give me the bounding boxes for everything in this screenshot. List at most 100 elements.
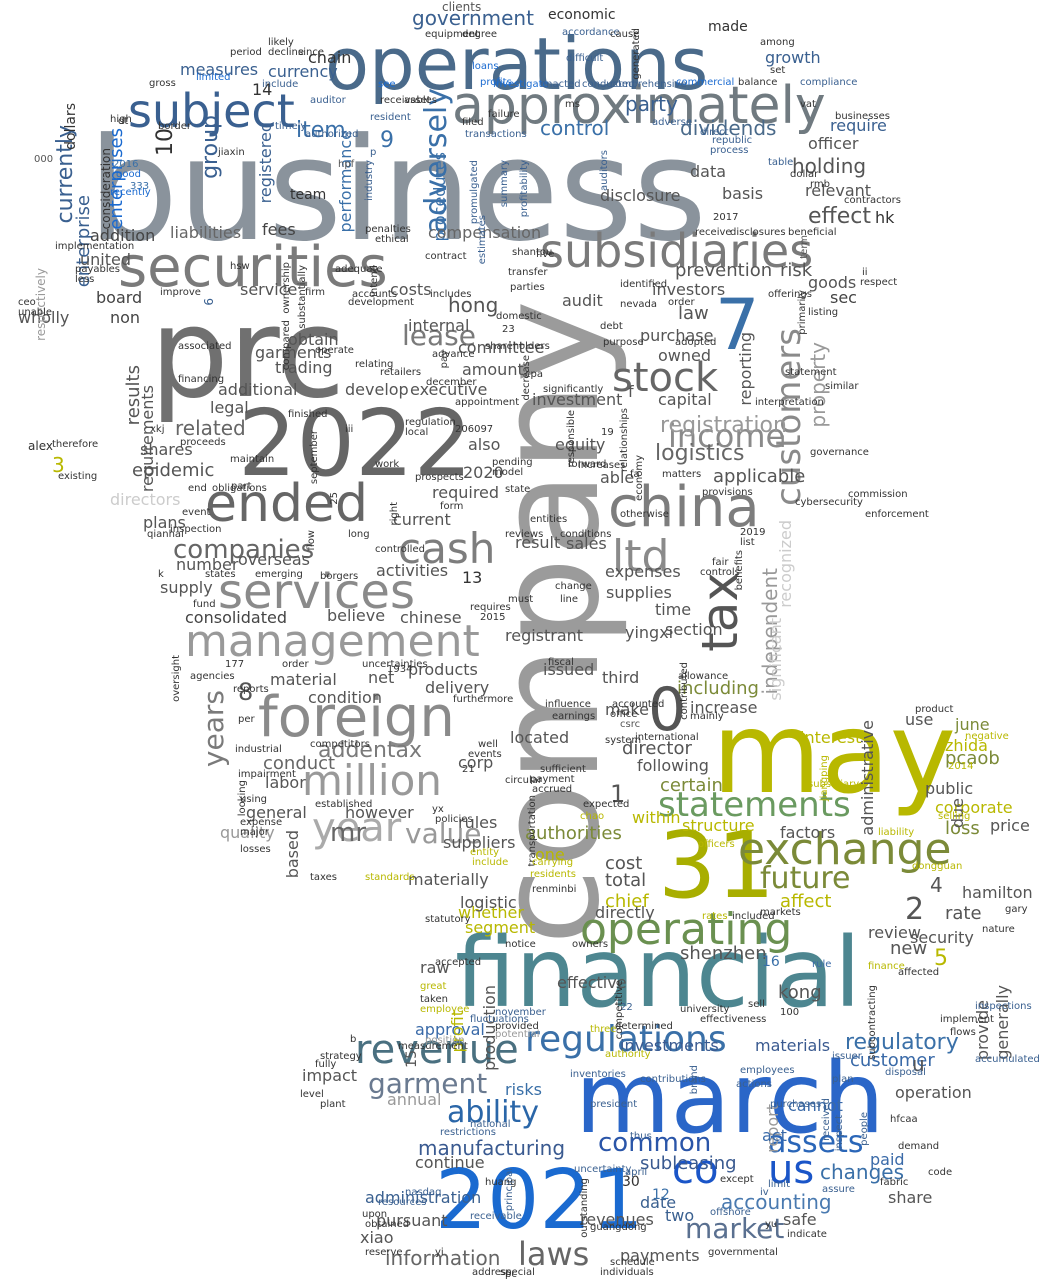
word-356: purpose — [603, 337, 644, 348]
word-110: capital — [658, 390, 712, 409]
word-178: review — [868, 923, 921, 942]
word-430: line — [560, 594, 579, 605]
word-355: debt — [600, 321, 623, 332]
word-262: high — [110, 114, 132, 125]
word-40: manufacturing — [418, 1136, 566, 1160]
word-212: pursuant — [376, 1211, 448, 1230]
word-16: services — [218, 564, 415, 620]
word-73: officer — [808, 134, 859, 153]
word-410: otherwise — [620, 509, 669, 520]
word-249: 30 — [622, 1174, 640, 1190]
word-32: co — [672, 1147, 719, 1193]
word-317: p — [370, 147, 377, 158]
word-160: director — [622, 738, 692, 759]
word-301: resident — [370, 112, 411, 123]
word-22: revenue — [355, 1027, 519, 1073]
word-369: retailers — [380, 367, 422, 378]
word-268: period — [230, 47, 262, 58]
word-561: november — [495, 1007, 546, 1018]
word-479: taxes — [310, 872, 338, 883]
word-42: accounting — [721, 1190, 832, 1214]
word-229: require — [830, 116, 887, 135]
word-507: demand — [898, 1141, 940, 1152]
word-239: 1 — [610, 780, 626, 808]
word-349: listing — [808, 307, 839, 318]
word-172: total — [605, 870, 647, 891]
word-263: dollars — [63, 103, 79, 150]
word-510: limit — [768, 1179, 790, 1190]
word-307: table — [768, 157, 794, 168]
word-232: alex — [28, 439, 53, 453]
word-509: fabric — [880, 1177, 909, 1188]
word-62: item — [296, 118, 346, 143]
word-177: hamilton — [962, 883, 1033, 902]
word-543: yi — [435, 1247, 444, 1258]
word-7: 2022 — [238, 390, 473, 497]
word-519: purchases — [770, 1099, 822, 1110]
word-417: commission — [848, 489, 908, 500]
word-477: residents — [530, 869, 577, 880]
word-254: 6 — [202, 298, 216, 306]
word-37: market — [685, 1212, 785, 1245]
word-24: million — [302, 756, 442, 805]
word-57: government — [412, 6, 534, 30]
word-12: subject — [128, 84, 295, 138]
word-539: resources — [378, 1197, 427, 1208]
word-433: 2015 — [480, 612, 506, 623]
word-443: agencies — [190, 671, 235, 682]
word-246: f — [628, 382, 634, 401]
word-31: future — [760, 861, 851, 896]
word-135: time — [655, 600, 692, 619]
word-372: significantly — [543, 384, 604, 395]
word-147: third — [602, 668, 640, 687]
word-131: believe — [327, 606, 386, 625]
word-335: adequate — [335, 264, 383, 275]
word-250: 12 — [652, 1187, 670, 1203]
word-474: entity — [470, 847, 500, 858]
word-472: major — [240, 827, 269, 838]
word-122: directors — [110, 490, 181, 509]
word-118: applicable — [713, 466, 806, 487]
word-54: value — [405, 817, 482, 850]
word-2: prc — [150, 282, 346, 426]
word-435: 177 — [225, 659, 245, 670]
word-341: unable — [18, 307, 53, 318]
word-555: measurement — [398, 1041, 468, 1052]
word-465: impairment — [238, 769, 296, 780]
word-78: compensation — [428, 223, 542, 242]
word-327: five — [536, 249, 555, 260]
word-223: clients — [442, 0, 482, 14]
word-269: decline — [268, 47, 305, 58]
word-515: plan — [832, 1074, 854, 1085]
word-445: per — [238, 714, 255, 725]
word-300: authorized — [305, 129, 359, 140]
word-438: 1934 — [387, 664, 413, 675]
word-471: expense — [240, 817, 283, 828]
word-523: indicate — [787, 1229, 827, 1240]
word-541: obtained — [365, 1219, 410, 1230]
word-392: prospects — [415, 472, 464, 483]
word-204: materials — [755, 1036, 831, 1055]
word-116: shares — [140, 440, 193, 459]
word-506: hfcaa — [890, 1114, 918, 1125]
word-538: nasdaq — [405, 1187, 442, 1198]
word-348: offerings — [768, 289, 812, 300]
word-136: section — [665, 620, 723, 639]
word-143: material — [270, 670, 337, 689]
word-303: vat — [800, 99, 816, 110]
word-574: university — [680, 1004, 730, 1015]
word-455: international — [635, 732, 699, 743]
word-463: 21 — [462, 764, 475, 775]
word-457: sufficient — [540, 764, 586, 775]
word-30: statements — [658, 785, 851, 825]
word-109: investment — [532, 390, 623, 409]
word-571: employee — [420, 1004, 470, 1015]
word-181: segment — [465, 918, 536, 937]
word-456: system — [605, 735, 642, 746]
word-33: us — [768, 1147, 815, 1193]
word-556: position — [425, 1035, 465, 1046]
word-173: chief — [605, 891, 649, 912]
word-447: competitors — [310, 739, 370, 750]
word-285: profits — [480, 77, 512, 88]
word-272: equipment — [425, 29, 480, 40]
